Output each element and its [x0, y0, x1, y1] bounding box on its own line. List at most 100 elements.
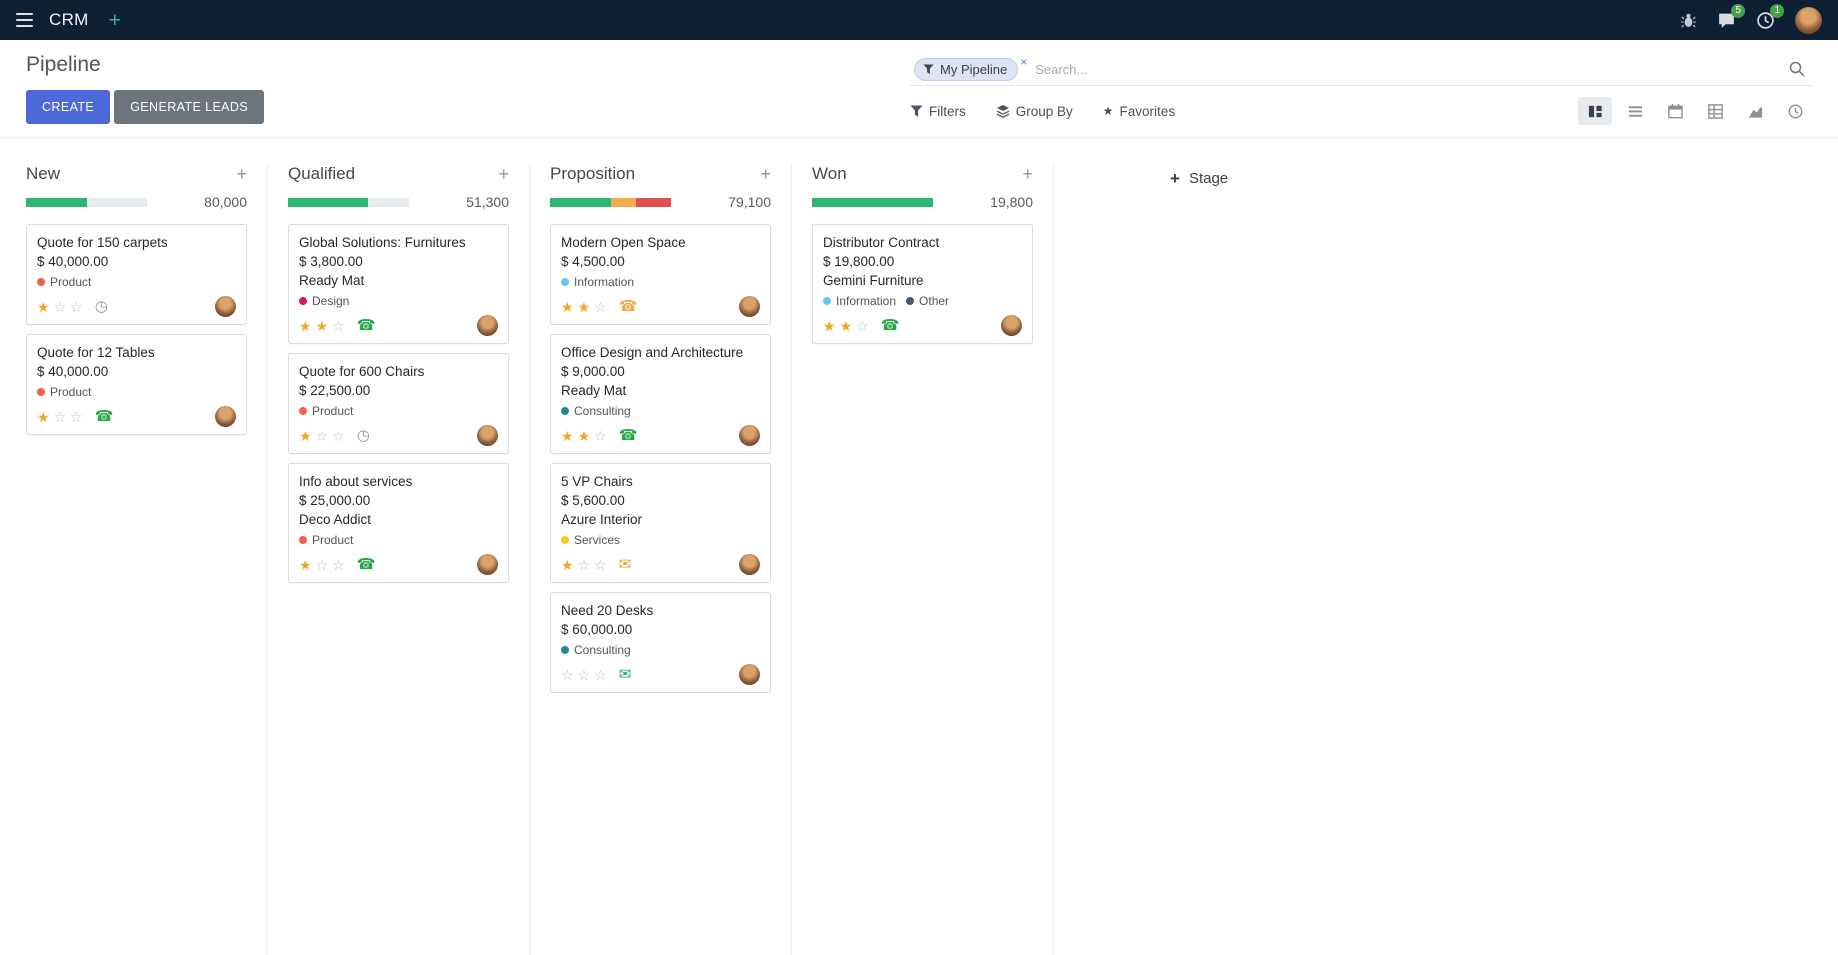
star-icon[interactable]: ★: [299, 317, 312, 334]
phone-activity-icon[interactable]: ☎: [618, 297, 638, 315]
envelope-activity-icon[interactable]: ✉: [618, 665, 632, 683]
kanban-card[interactable]: Quote for 600 Chairs $ 22,500.00 Product…: [288, 353, 509, 454]
assignee-avatar[interactable]: [215, 406, 236, 427]
facet-close-icon[interactable]: ×: [1020, 55, 1028, 69]
assignee-avatar[interactable]: [739, 425, 760, 446]
star-icon[interactable]: ★: [561, 556, 574, 573]
priority-stars[interactable]: ★ ★ ☆: [561, 297, 607, 317]
star-icon[interactable]: ☆: [594, 298, 607, 315]
activity-view-button[interactable]: [1778, 97, 1812, 125]
phone-activity-icon[interactable]: ☎: [880, 316, 900, 334]
priority-stars[interactable]: ★ ★ ☆: [299, 316, 345, 336]
star-icon[interactable]: ★: [823, 317, 836, 334]
apps-menu-icon[interactable]: [16, 13, 33, 27]
phone-activity-icon[interactable]: ☎: [356, 555, 376, 573]
favorites-button[interactable]: ★ Favorites: [1102, 103, 1176, 119]
quick-create-icon[interactable]: +: [1022, 164, 1033, 184]
quick-create-icon[interactable]: +: [498, 164, 509, 184]
star-icon[interactable]: ☆: [561, 666, 574, 683]
phone-activity-icon[interactable]: ☎: [618, 426, 638, 444]
kanban-card[interactable]: Quote for 12 Tables $ 40,000.00 Product …: [26, 334, 247, 435]
star-icon[interactable]: ★: [577, 298, 591, 315]
assignee-avatar[interactable]: [739, 296, 760, 317]
priority-stars[interactable]: ★ ☆ ☆: [37, 297, 83, 317]
generate-leads-button[interactable]: GENERATE LEADS: [114, 90, 265, 124]
envelope-activity-icon[interactable]: ✉: [618, 555, 632, 573]
column-title[interactable]: Won: [812, 164, 847, 183]
star-icon[interactable]: ☆: [594, 556, 607, 573]
search-icon[interactable]: [1788, 60, 1806, 78]
search-input[interactable]: [1027, 61, 1788, 77]
star-icon[interactable]: ★: [839, 317, 853, 334]
column-progressbar[interactable]: [26, 197, 147, 207]
star-icon[interactable]: ★: [315, 317, 329, 334]
new-record-icon[interactable]: +: [108, 8, 121, 32]
activities-clock-icon[interactable]: 1: [1756, 3, 1784, 30]
quick-create-icon[interactable]: +: [236, 164, 247, 184]
phone-activity-icon[interactable]: ☎: [356, 316, 376, 334]
priority-stars[interactable]: ★ ☆ ☆: [299, 555, 345, 575]
assignee-avatar[interactable]: [739, 554, 760, 575]
kanban-card[interactable]: Modern Open Space $ 4,500.00 Information…: [550, 224, 771, 325]
star-icon[interactable]: ★: [577, 427, 591, 444]
star-icon[interactable]: ☆: [70, 408, 83, 425]
star-icon[interactable]: ☆: [70, 298, 83, 315]
assignee-avatar[interactable]: [1001, 315, 1022, 336]
kanban-card[interactable]: Distributor Contract $ 19,800.00 Gemini …: [812, 224, 1033, 344]
messages-icon[interactable]: 5: [1717, 3, 1745, 30]
star-icon[interactable]: ★: [561, 427, 574, 444]
star-icon[interactable]: ☆: [332, 556, 345, 573]
priority-stars[interactable]: ★ ★ ☆: [561, 426, 607, 446]
debug-bug-icon[interactable]: [1680, 12, 1697, 29]
kanban-card[interactable]: Global Solutions: Furnitures $ 3,800.00 …: [288, 224, 509, 344]
star-icon[interactable]: ★: [299, 427, 312, 444]
column-title[interactable]: New: [26, 164, 61, 183]
create-button[interactable]: CREATE: [26, 90, 111, 124]
star-icon[interactable]: ★: [37, 408, 50, 425]
kanban-card[interactable]: 5 VP Chairs $ 5,600.00 Azure Interior Se…: [550, 463, 771, 583]
assignee-avatar[interactable]: [215, 296, 236, 317]
filters-button[interactable]: Filters: [910, 104, 966, 119]
clock-activity-icon[interactable]: ◷: [356, 426, 370, 444]
star-icon[interactable]: ☆: [594, 666, 607, 683]
star-icon[interactable]: ★: [37, 298, 50, 315]
column-progressbar[interactable]: [812, 197, 933, 207]
star-icon[interactable]: ☆: [315, 556, 329, 573]
assignee-avatar[interactable]: [477, 425, 498, 446]
assignee-avatar[interactable]: [477, 554, 498, 575]
kanban-view-button[interactable]: [1578, 97, 1612, 125]
assignee-avatar[interactable]: [477, 315, 498, 336]
column-title[interactable]: Qualified: [288, 164, 356, 183]
clock-activity-icon[interactable]: ◷: [94, 297, 108, 315]
star-icon[interactable]: ☆: [53, 298, 67, 315]
priority-stars[interactable]: ☆ ☆ ☆: [561, 665, 607, 685]
column-progressbar[interactable]: [288, 197, 409, 207]
star-icon[interactable]: ☆: [332, 317, 345, 334]
star-icon[interactable]: ☆: [332, 427, 345, 444]
kanban-card[interactable]: Need 20 Desks $ 60,000.00 Consulting ☆ ☆ ☆…: [550, 592, 771, 693]
list-view-button[interactable]: [1618, 97, 1652, 125]
add-stage-button[interactable]: + Stage: [1170, 164, 1228, 190]
star-icon[interactable]: ☆: [315, 427, 329, 444]
search-facet[interactable]: My Pipeline: [914, 57, 1019, 81]
column-progressbar[interactable]: [550, 197, 671, 207]
star-icon[interactable]: ☆: [577, 556, 591, 573]
priority-stars[interactable]: ★ ☆ ☆: [299, 426, 345, 446]
search-bar[interactable]: My Pipeline ×: [910, 53, 1812, 86]
graph-view-button[interactable]: [1738, 97, 1772, 125]
quick-create-icon[interactable]: +: [760, 164, 771, 184]
star-icon[interactable]: ☆: [594, 427, 607, 444]
column-title[interactable]: Proposition: [550, 164, 636, 183]
star-icon[interactable]: ☆: [53, 408, 67, 425]
priority-stars[interactable]: ★ ☆ ☆: [37, 407, 83, 427]
phone-activity-icon[interactable]: ☎: [94, 407, 114, 425]
star-icon[interactable]: ☆: [856, 317, 869, 334]
app-title[interactable]: CRM: [49, 10, 89, 29]
star-icon[interactable]: ☆: [577, 666, 591, 683]
kanban-card[interactable]: Quote for 150 carpets $ 40,000.00 Produc…: [26, 224, 247, 325]
star-icon[interactable]: ★: [299, 556, 312, 573]
priority-stars[interactable]: ★ ☆ ☆: [561, 555, 607, 575]
calendar-view-button[interactable]: [1658, 97, 1692, 125]
priority-stars[interactable]: ★ ★ ☆: [823, 316, 869, 336]
pivot-view-button[interactable]: [1698, 97, 1732, 125]
